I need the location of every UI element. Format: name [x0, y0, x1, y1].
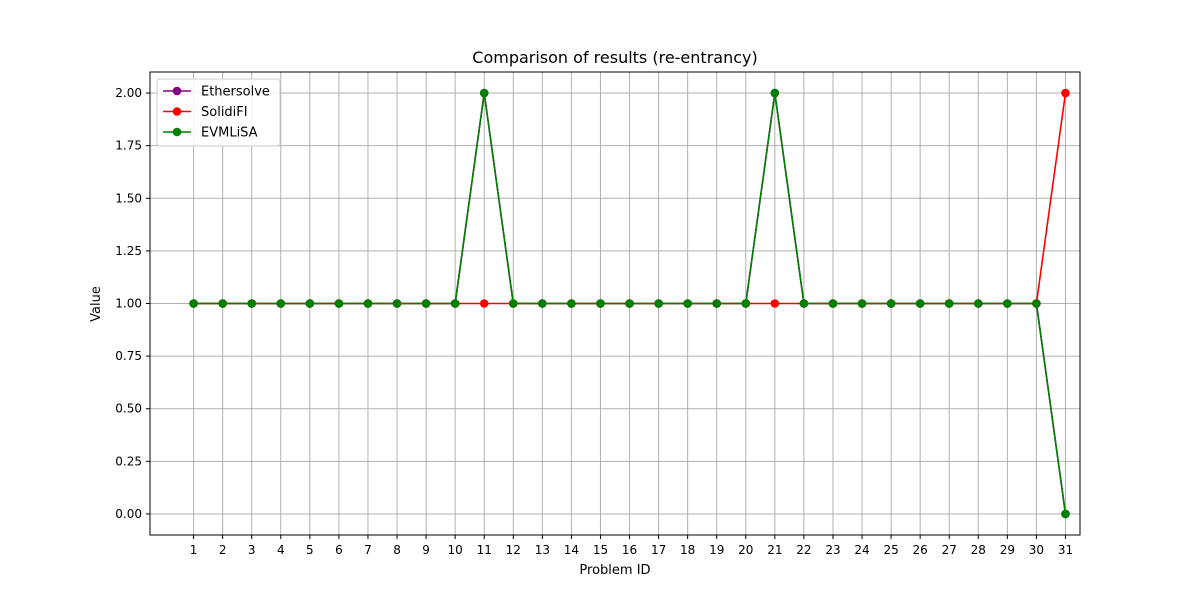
x-axis-ticks: 1 2 3 4 5 6 7 8 9 10 11 12 13 14 15 16 17 18 19 20 21 22 23 24 2… [190, 535, 1073, 557]
legend-label: Ethersolve [201, 85, 270, 100]
data-point [1061, 88, 1070, 98]
data-point [450, 299, 460, 308]
legend-entry: Ethersolve [163, 85, 270, 100]
y-tick-label: 0.75 [115, 349, 142, 363]
y-axis-ticks: 0.00 0.25 0.50 0.75 1.00 1.25 1.50 1.75 2.00 [115, 86, 150, 521]
y-tick-label: 0.25 [115, 454, 142, 468]
x-tick-label: 26 [913, 543, 928, 557]
x-tick-label: 1 [190, 543, 198, 557]
data-point [392, 299, 402, 308]
x-axis-label: Problem ID [579, 563, 650, 578]
legend-entry: EVMLiSA [163, 126, 258, 141]
chart-title: Comparison of results (re-entrancy) [472, 48, 757, 67]
data-point [363, 299, 373, 308]
x-tick-label: 31 [1058, 543, 1073, 557]
x-tick-label: 15 [593, 543, 608, 557]
data-point [1003, 299, 1012, 308]
x-tick-label: 22 [796, 543, 811, 557]
y-tick-label: 0.50 [115, 402, 142, 416]
y-tick-label: 1.75 [115, 139, 142, 153]
data-point [828, 299, 838, 308]
legend-marker [172, 107, 182, 116]
x-tick-label: 24 [854, 543, 869, 557]
data-point [1032, 299, 1041, 308]
data-point [799, 299, 809, 308]
x-tick-label: 2 [219, 543, 227, 557]
x-tick-label: 20 [738, 543, 753, 557]
series-evmlisa [189, 88, 1070, 519]
data-point [683, 299, 692, 308]
x-tick-label: 5 [306, 543, 314, 557]
x-tick-label: 3 [248, 543, 256, 557]
x-tick-label: 23 [825, 543, 840, 557]
data-point [247, 299, 257, 308]
legend-label: SolidiFI [201, 105, 248, 120]
y-tick-label: 2.00 [115, 86, 142, 100]
x-tick-label: 19 [709, 543, 724, 557]
data-point [915, 299, 925, 308]
y-tick-label: 1.50 [115, 191, 142, 205]
series-layer [189, 88, 1070, 519]
legend: Ethersolve SolidiFI EVMLiSA [156, 78, 281, 147]
legend-entry: SolidiFI [163, 105, 248, 120]
data-point [973, 299, 983, 308]
data-point [479, 88, 489, 98]
data-point [421, 299, 431, 308]
x-tick-label: 27 [942, 543, 957, 557]
y-tick-label: 0.00 [115, 507, 142, 521]
x-tick-label: 4 [277, 543, 285, 557]
data-point [567, 299, 576, 308]
x-tick-label: 10 [448, 543, 463, 557]
y-tick-label: 1.00 [115, 297, 142, 311]
x-tick-label: 17 [651, 543, 666, 557]
data-point [218, 299, 227, 308]
x-tick-label: 29 [1000, 543, 1015, 557]
legend-marker [172, 86, 182, 96]
x-tick-label: 16 [622, 543, 637, 557]
data-point [654, 299, 663, 308]
data-point [770, 299, 780, 308]
legend-box [156, 78, 281, 147]
y-axis-label: Value [89, 286, 104, 322]
legend-label: EVMLiSA [201, 126, 258, 141]
x-tick-label: 7 [364, 543, 372, 557]
data-point [1061, 509, 1070, 519]
data-point [538, 299, 547, 308]
x-tick-label: 8 [393, 543, 401, 557]
data-point [508, 299, 518, 308]
x-tick-label: 6 [335, 543, 343, 557]
data-point [741, 299, 751, 308]
x-tick-label: 14 [564, 543, 579, 557]
data-point [276, 299, 286, 308]
data-point [712, 299, 722, 308]
data-point [305, 299, 315, 308]
x-tick-label: 13 [535, 543, 550, 557]
x-tick-label: 30 [1029, 543, 1044, 557]
x-tick-label: 21 [767, 543, 782, 557]
data-point [596, 299, 605, 308]
data-point [189, 299, 198, 308]
data-point [857, 299, 867, 308]
legend-marker [172, 127, 182, 137]
x-tick-label: 12 [506, 543, 521, 557]
data-point [944, 299, 954, 308]
y-tick-label: 1.25 [115, 244, 142, 258]
data-point [479, 299, 489, 308]
x-tick-label: 9 [422, 543, 430, 557]
data-point [625, 299, 634, 308]
x-tick-label: 18 [680, 543, 695, 557]
x-tick-label: 11 [477, 543, 492, 557]
x-tick-label: 28 [971, 543, 986, 557]
data-point [334, 299, 344, 308]
x-tick-label: 25 [883, 543, 898, 557]
data-point [886, 299, 896, 308]
data-point [770, 88, 780, 98]
